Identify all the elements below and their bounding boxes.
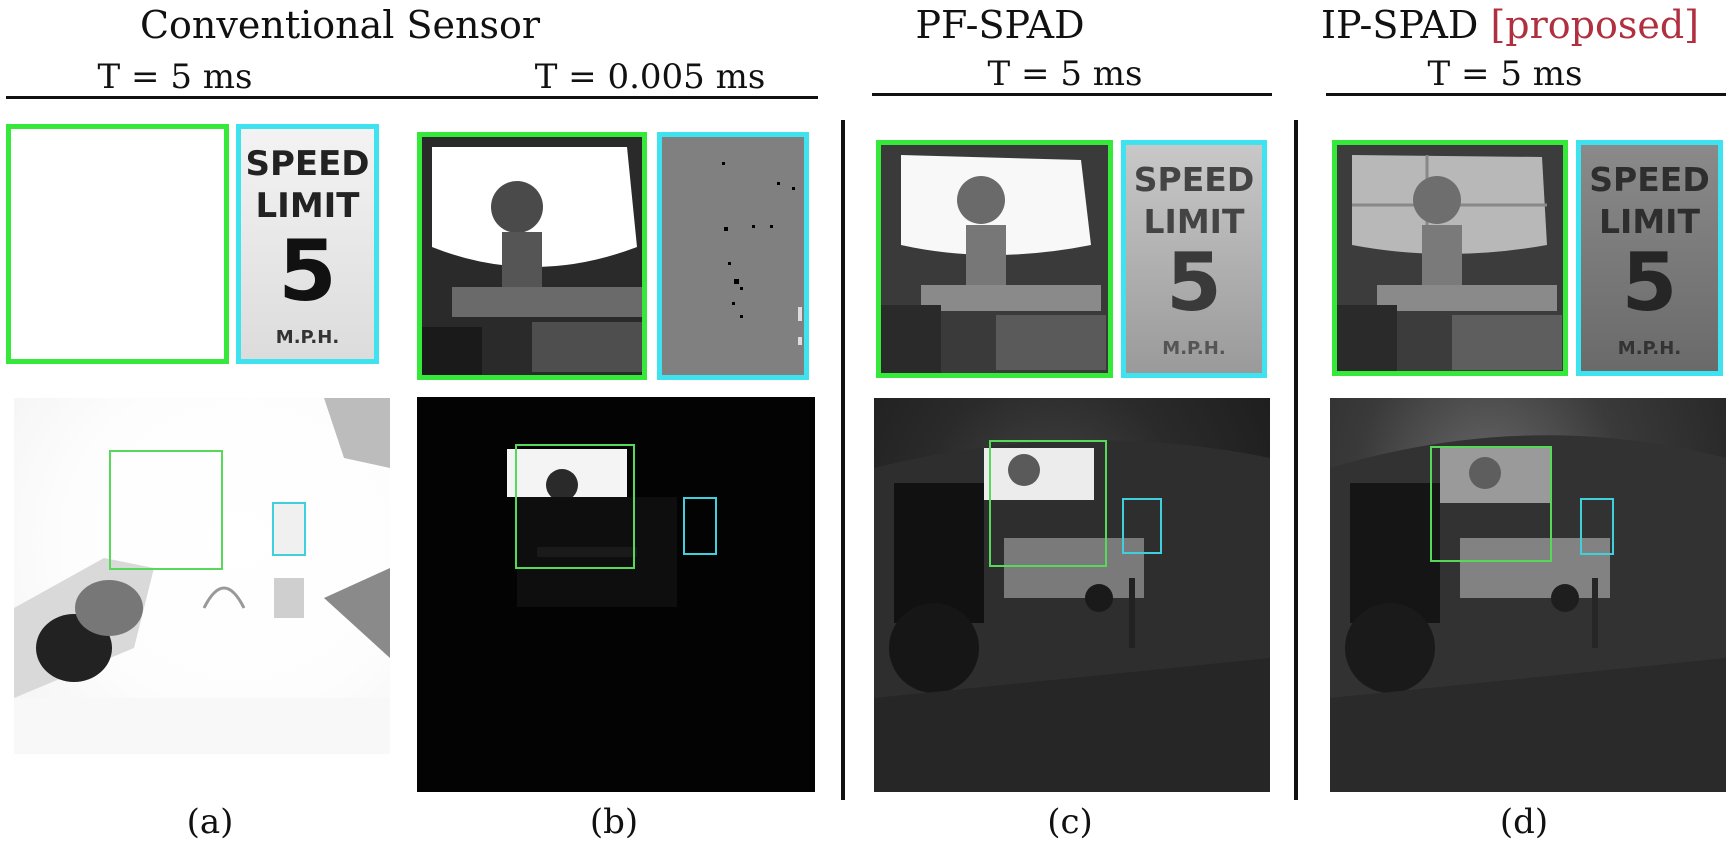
sign-a-speed: SPEED [245, 144, 370, 184]
exposure-a: T = 5 ms [97, 57, 253, 97]
scene-a-graphic [14, 398, 390, 754]
crop-d-cyan: SPEED LIMIT 5 M.P.H. [1576, 140, 1723, 376]
header-pf-spad: PF-SPAD [915, 3, 1085, 47]
header-ip-spad-label: IP-SPAD [1320, 3, 1479, 47]
scene-a [14, 398, 390, 754]
sign-c-limit: LIMIT [1143, 202, 1245, 241]
caption-d: (d) [1499, 802, 1549, 842]
scene-b-cyan-box [683, 497, 717, 555]
sign-c-speed: SPEED [1133, 160, 1255, 199]
scene-b-graphic [507, 449, 677, 607]
scene-a-cyan-box [272, 502, 306, 556]
rule-conventional [6, 96, 818, 99]
scene-d [1330, 398, 1726, 792]
crop-b-cyan [657, 132, 809, 380]
crop-b-green [417, 132, 647, 380]
sign-a-limit: LIMIT [255, 186, 360, 226]
sign-d-number: 5 [1621, 236, 1678, 329]
separator-2 [1294, 120, 1298, 800]
rule-ip-spad [1326, 93, 1726, 96]
caption-b: (b) [589, 802, 639, 842]
sign-a-number: 5 [278, 222, 337, 320]
scene-c-green-box [989, 440, 1107, 567]
sign-d-mph: M.P.H. [1617, 338, 1682, 359]
sign-c-number: 5 [1166, 236, 1222, 329]
crop-d-graphic [1337, 155, 1562, 371]
crop-c-green [876, 140, 1113, 378]
exposure-d: T = 5 ms [1427, 54, 1583, 94]
scene-d-graphic [1330, 435, 1726, 792]
crop-b-noise [722, 162, 802, 345]
scene-d-cyan-box [1580, 498, 1614, 555]
header-conventional-sensor: Conventional Sensor [139, 3, 541, 47]
crop-a-green [6, 124, 229, 364]
scene-c-graphic [874, 440, 1270, 792]
scene-c-cyan-box [1122, 498, 1162, 554]
exposure-b: T = 0.005 ms [534, 57, 766, 97]
sign-c-mph: M.P.H. [1162, 338, 1226, 359]
header-ip-spad: IP-SPAD [proposed] [1290, 6, 1730, 44]
crop-a-cyan: SPEED LIMIT 5 M.P.H. [236, 124, 379, 364]
scene-a-green-box [109, 450, 223, 570]
caption-c: (c) [1047, 802, 1093, 842]
scene-b [417, 397, 815, 792]
crop-c-graphic [881, 155, 1106, 373]
exposure-c: T = 5 ms [987, 54, 1143, 94]
crop-d-green [1332, 140, 1568, 376]
sign-a-mph: M.P.H. [275, 327, 340, 348]
crop-c-cyan: SPEED LIMIT 5 M.P.H. [1121, 140, 1267, 378]
sign-d-limit: LIMIT [1599, 202, 1700, 241]
separator-1 [841, 120, 845, 800]
crop-b-graphic [422, 147, 642, 375]
scene-b-green-box [515, 444, 635, 569]
caption-a: (a) [186, 802, 234, 842]
rule-pf-spad [872, 93, 1272, 96]
scene-d-green-box [1430, 446, 1552, 562]
sign-d-speed: SPEED [1589, 160, 1710, 199]
proposed-tag: [proposed] [1490, 3, 1699, 47]
scene-c [874, 398, 1270, 792]
